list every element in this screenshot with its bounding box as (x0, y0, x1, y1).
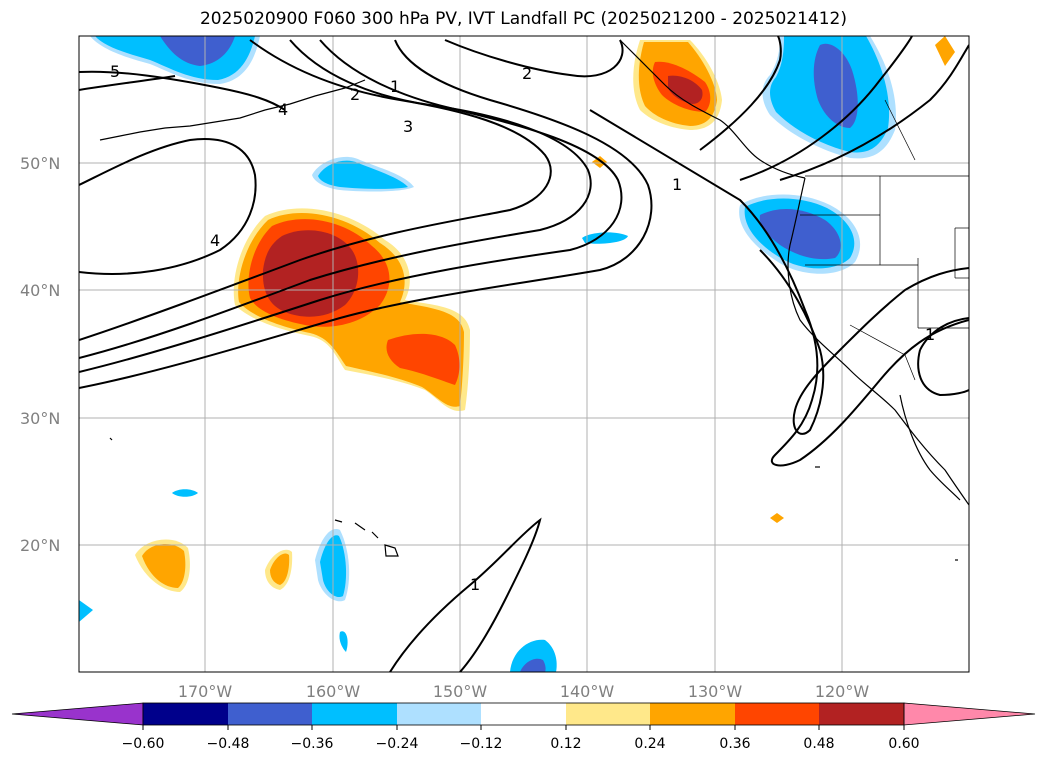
map-gridlines (79, 36, 969, 672)
coastal-positive-high (668, 75, 703, 104)
negative-blob-mid-ocean (582, 232, 628, 244)
contour-1-big (589, 109, 969, 467)
contour-label: 4 (278, 100, 288, 119)
lon-label: 120°W (815, 682, 870, 701)
contour-loop-se (917, 317, 969, 397)
contour-2-n (444, 39, 624, 78)
latitude-labels: 50°N 40°N 30°N 20°N (20, 154, 60, 555)
colorbar-max-extend (903, 702, 1036, 726)
lat-label: 40°N (20, 281, 60, 300)
contour-label: 2 (350, 85, 360, 104)
colorbar-tick-label: −0.36 (291, 736, 334, 752)
colorbar-tick-label: 0.48 (803, 736, 834, 752)
positive-anomaly-mid-2 (386, 333, 460, 385)
contour-upper-4 (79, 39, 653, 389)
contour-upper-1 (79, 39, 552, 341)
contour-1-south (389, 517, 542, 672)
colorbar-segment (735, 703, 819, 725)
negative-nw-high (160, 36, 235, 66)
negative-blob-west-edge (79, 600, 93, 622)
contour-label: 1 (925, 325, 935, 344)
positive-blob-hawaii-core (270, 553, 290, 585)
colorbar-segment (819, 703, 904, 725)
contour-label: 1 (390, 77, 400, 96)
colorbar-tick-label: −0.48 (207, 736, 250, 752)
negative-blob-south (510, 639, 557, 672)
positive-dot-1 (592, 156, 607, 168)
colorbar-outline (142, 702, 905, 726)
colorbar-segment (228, 703, 312, 725)
contour-label: 4 (210, 231, 220, 250)
colorbar-segment (397, 703, 481, 725)
negative-pnw-high (759, 208, 841, 260)
contour-ne-2 (739, 36, 913, 181)
lon-label: 150°W (433, 682, 488, 701)
contour-ne-3 (779, 44, 969, 181)
map-area: 5 4 2 1 3 4 2 1 1 1 (79, 36, 969, 672)
contour-4-closed (79, 138, 257, 275)
contour-label: 5 (110, 62, 120, 81)
lon-label: 130°W (688, 682, 743, 701)
colorbar: −0.60 −0.48 −0.36 −0.24 −0.12 0.12 0.24 … (11, 702, 1036, 752)
colorbar-tick-label: 0.36 (719, 736, 750, 752)
positive-dot-2 (770, 513, 784, 523)
colorbar-ticks (142, 725, 905, 730)
lat-label: 20°N (20, 536, 60, 555)
negative-blob-south-core (520, 658, 546, 672)
colorbar-segment (312, 703, 397, 725)
map-title: 2025020900 F060 300 hPa PV, IVT Landfall… (199, 9, 847, 29)
contour-label: 1 (672, 175, 682, 194)
negative-ne-high (813, 43, 858, 128)
negative-central-north-core (318, 160, 408, 189)
colorbar-tick-label: −0.60 (122, 736, 165, 752)
contour-loop-sw (759, 249, 969, 435)
contour-5-nw (79, 75, 176, 91)
lon-label: 170°W (178, 682, 233, 701)
colorbar-min-extend (11, 702, 144, 726)
contour-4-nw (79, 70, 286, 111)
contour-upper-2 (79, 39, 592, 359)
negative-blob-small-2 (339, 631, 348, 652)
colorbar-tick-labels: −0.60 −0.48 −0.36 −0.24 −0.12 0.12 0.24 … (122, 736, 920, 752)
positive-dot-3 (935, 36, 955, 66)
contour-upper-3 (79, 39, 623, 373)
negative-blob-small-1 (172, 489, 198, 497)
colorbar-tick-label: 0.12 (550, 736, 581, 752)
contour-labels: 5 4 2 1 3 4 2 1 1 1 (110, 62, 935, 594)
contour-ne (699, 36, 782, 151)
colorbar-tick-label: −0.12 (460, 736, 503, 752)
positive-blob-west-core (142, 543, 186, 588)
colorbar-segment (481, 703, 566, 725)
contour-label: 2 (522, 64, 532, 83)
colorbar-tick-label: 0.60 (888, 736, 919, 752)
colorbar-segment (143, 703, 228, 725)
lat-label: 50°N (20, 154, 60, 173)
longitude-labels: 170°W 160°W 150°W 140°W 130°W 120°W (178, 682, 870, 701)
lon-label: 160°W (306, 682, 361, 701)
lat-label: 30°N (20, 409, 60, 428)
colorbar-tick-label: −0.24 (376, 736, 419, 752)
map-frame (78, 35, 970, 673)
lon-label: 140°W (560, 682, 615, 701)
colorbar-segment (650, 703, 735, 725)
pv-contours (79, 36, 969, 672)
colorbar-tick-label: 0.24 (634, 736, 665, 752)
contour-label: 3 (403, 117, 413, 136)
contour-label: 1 (470, 575, 480, 594)
colorbar-segment (566, 703, 650, 725)
